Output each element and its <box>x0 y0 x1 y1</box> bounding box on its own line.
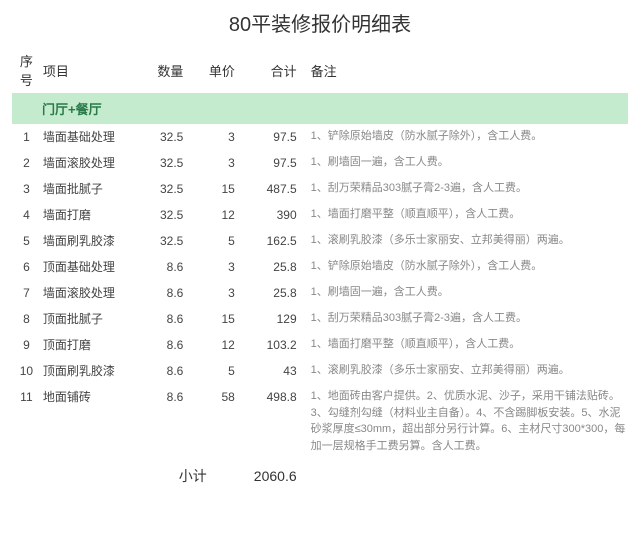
cell-total: 129 <box>247 306 309 332</box>
cell-price: 3 <box>195 124 247 150</box>
cell-note: 1、刮万荣精品303腻子膏2-3遍，含人工费。 <box>309 306 628 332</box>
header-qty: 数量 <box>139 47 196 93</box>
section-label: 门厅+餐厅 <box>12 93 628 124</box>
header-price: 单价 <box>195 47 247 93</box>
cell-seq: 3 <box>12 176 41 202</box>
table-row: 9顶面打磨8.612103.21、墙面打磨平整（顺直顺平），含人工费。 <box>12 332 628 358</box>
header-total: 合计 <box>247 47 309 93</box>
cell-note: 1、墙面打磨平整（顺直顺平），含人工费。 <box>309 332 628 358</box>
cell-price: 3 <box>195 280 247 306</box>
cell-item: 顶面基础处理 <box>41 254 139 280</box>
cell-item: 顶面打磨 <box>41 332 139 358</box>
cell-note: 1、刮万荣精品303腻子膏2-3遍，含人工费。 <box>309 176 628 202</box>
table-row: 7墙面滚胶处理8.6325.81、刷墙固一遍，含工人费。 <box>12 280 628 306</box>
cell-item: 顶面刷乳胶漆 <box>41 358 139 384</box>
cell-qty: 32.5 <box>139 202 196 228</box>
cell-note: 1、地面砖由客户提供。2、优质水泥、沙子，采用干铺法贴砖。3、勾缝剂勾缝（材料业… <box>309 384 628 458</box>
cell-seq: 2 <box>12 150 41 176</box>
cell-item: 墙面滚胶处理 <box>41 280 139 306</box>
cell-item: 墙面滚胶处理 <box>41 150 139 176</box>
cell-qty: 8.6 <box>139 332 196 358</box>
cell-qty: 8.6 <box>139 384 196 458</box>
cell-qty: 8.6 <box>139 358 196 384</box>
header-note: 备注 <box>309 47 628 93</box>
cell-seq: 11 <box>12 384 41 458</box>
table-row: 6顶面基础处理8.6325.81、铲除原始墙皮（防水腻子除外），含工人费。 <box>12 254 628 280</box>
cell-seq: 8 <box>12 306 41 332</box>
cell-price: 5 <box>195 228 247 254</box>
cell-price: 58 <box>195 384 247 458</box>
subtotal-value: 2060.6 <box>247 458 309 490</box>
cell-qty: 32.5 <box>139 150 196 176</box>
cell-note: 1、铲除原始墙皮（防水腻子除外），含工人费。 <box>309 124 628 150</box>
table-row: 8顶面批腻子8.6151291、刮万荣精品303腻子膏2-3遍，含人工费。 <box>12 306 628 332</box>
table-row: 1墙面基础处理32.5397.51、铲除原始墙皮（防水腻子除外），含工人费。 <box>12 124 628 150</box>
cell-seq: 4 <box>12 202 41 228</box>
table-row: 11地面铺砖8.658498.81、地面砖由客户提供。2、优质水泥、沙子，采用干… <box>12 384 628 458</box>
table-section-row: 门厅+餐厅 <box>12 93 628 124</box>
cell-qty: 32.5 <box>139 176 196 202</box>
cell-qty: 8.6 <box>139 306 196 332</box>
cell-price: 5 <box>195 358 247 384</box>
cell-total: 25.8 <box>247 280 309 306</box>
cell-total: 25.8 <box>247 254 309 280</box>
cell-total: 97.5 <box>247 124 309 150</box>
cell-item: 墙面基础处理 <box>41 124 139 150</box>
cell-total: 487.5 <box>247 176 309 202</box>
cell-price: 15 <box>195 306 247 332</box>
cell-note: 1、滚刷乳胶漆（多乐士家丽安、立邦美得丽）两遍。 <box>309 228 628 254</box>
cell-price: 12 <box>195 332 247 358</box>
header-seq: 序号 <box>12 47 41 93</box>
table-row: 10顶面刷乳胶漆8.65431、滚刷乳胶漆（多乐士家丽安、立邦美得丽）两遍。 <box>12 358 628 384</box>
table-header-row: 序号 项目 数量 单价 合计 备注 <box>12 47 628 93</box>
cell-qty: 8.6 <box>139 254 196 280</box>
table-row: 4墙面打磨32.5123901、墙面打磨平整（顺直顺平），含人工费。 <box>12 202 628 228</box>
quote-table-container: 80平装修报价明细表 序号 项目 数量 单价 合计 备注 门厅+餐厅 1墙面基础… <box>0 0 640 498</box>
cell-seq: 10 <box>12 358 41 384</box>
cell-price: 15 <box>195 176 247 202</box>
subtotal-label: 小计 <box>139 458 247 490</box>
header-item: 项目 <box>41 47 139 93</box>
cell-total: 97.5 <box>247 150 309 176</box>
cell-price: 3 <box>195 254 247 280</box>
cell-item: 墙面批腻子 <box>41 176 139 202</box>
cell-note: 1、滚刷乳胶漆（多乐士家丽安、立邦美得丽）两遍。 <box>309 358 628 384</box>
quote-table: 序号 项目 数量 单价 合计 备注 门厅+餐厅 1墙面基础处理32.5397.5… <box>12 47 628 490</box>
cell-item: 墙面打磨 <box>41 202 139 228</box>
cell-qty: 32.5 <box>139 228 196 254</box>
cell-seq: 9 <box>12 332 41 358</box>
cell-total: 162.5 <box>247 228 309 254</box>
table-row: 3墙面批腻子32.515487.51、刮万荣精品303腻子膏2-3遍，含人工费。 <box>12 176 628 202</box>
cell-seq: 6 <box>12 254 41 280</box>
cell-qty: 8.6 <box>139 280 196 306</box>
cell-qty: 32.5 <box>139 124 196 150</box>
cell-item: 顶面批腻子 <box>41 306 139 332</box>
table-row: 5墙面刷乳胶漆32.55162.51、滚刷乳胶漆（多乐士家丽安、立邦美得丽）两遍… <box>12 228 628 254</box>
cell-seq: 5 <box>12 228 41 254</box>
cell-price: 12 <box>195 202 247 228</box>
cell-total: 390 <box>247 202 309 228</box>
cell-note: 1、刷墙固一遍，含工人费。 <box>309 150 628 176</box>
subtotal-row: 小计 2060.6 <box>12 458 628 490</box>
cell-seq: 7 <box>12 280 41 306</box>
cell-total: 498.8 <box>247 384 309 458</box>
cell-item: 地面铺砖 <box>41 384 139 458</box>
cell-note: 1、墙面打磨平整（顺直顺平），含人工费。 <box>309 202 628 228</box>
cell-seq: 1 <box>12 124 41 150</box>
cell-note: 1、刷墙固一遍，含工人费。 <box>309 280 628 306</box>
cell-note: 1、铲除原始墙皮（防水腻子除外），含工人费。 <box>309 254 628 280</box>
cell-price: 3 <box>195 150 247 176</box>
cell-total: 43 <box>247 358 309 384</box>
cell-item: 墙面刷乳胶漆 <box>41 228 139 254</box>
page-title: 80平装修报价明细表 <box>12 8 628 37</box>
cell-total: 103.2 <box>247 332 309 358</box>
table-row: 2墙面滚胶处理32.5397.51、刷墙固一遍，含工人费。 <box>12 150 628 176</box>
